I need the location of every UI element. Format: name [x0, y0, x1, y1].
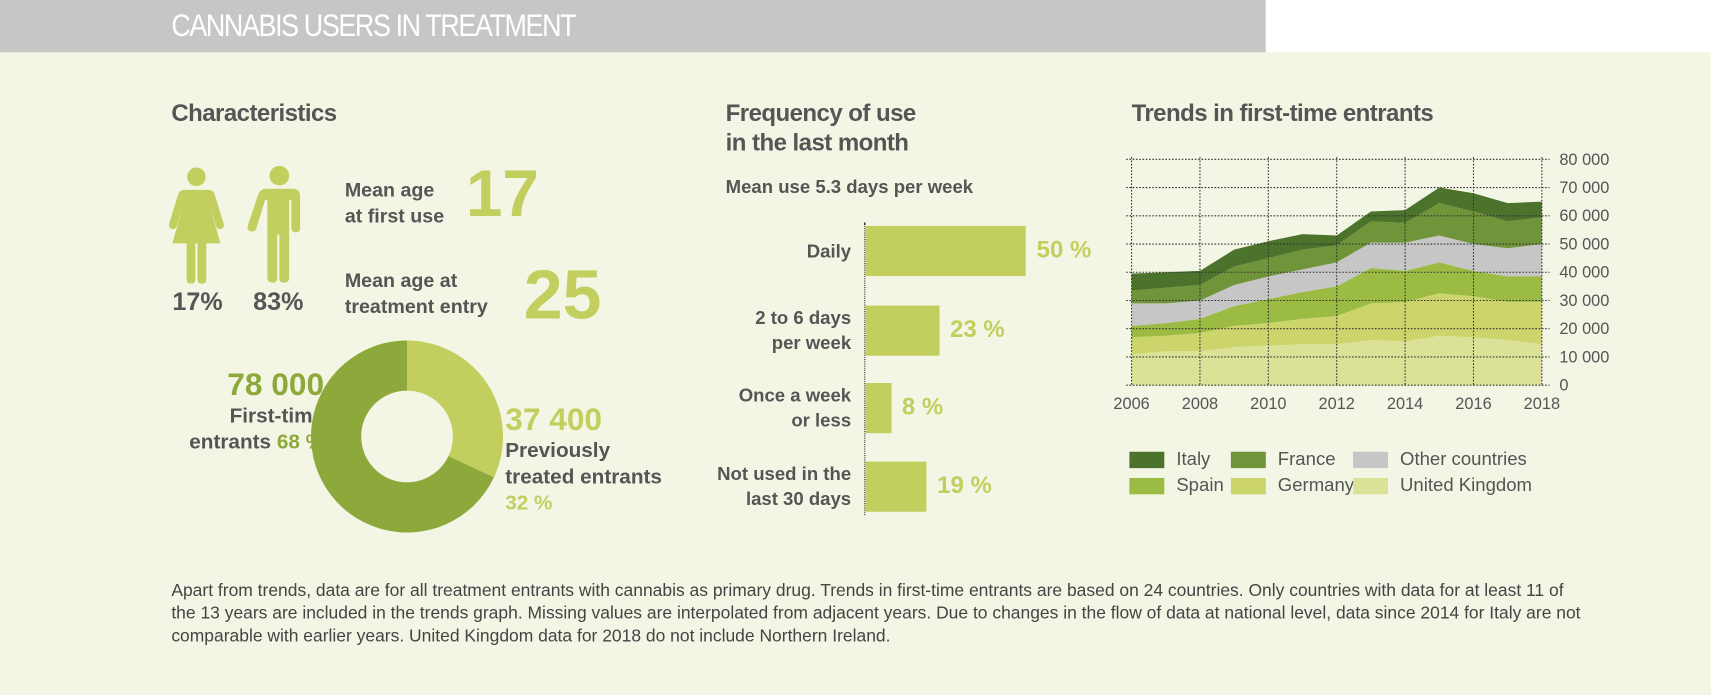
header-bar: [0, 0, 1266, 53]
frequency-bar: [865, 461, 927, 512]
frequency-category-line: per week: [771, 332, 852, 354]
first-use-label: Mean age at first use: [345, 177, 444, 229]
frequency-category-line: Not used in the: [717, 463, 852, 485]
area-spain: [1131, 262, 1542, 338]
donut-slice-first-time: [310, 340, 494, 533]
frequency-bar-value: 8 %: [901, 392, 944, 421]
frequency-subtitle: Mean use 5.3 days per week: [725, 176, 974, 198]
legend-swatch: [1129, 477, 1165, 495]
y-tick-label: 40 000: [1559, 264, 1609, 282]
x-tick-label: 2008: [1182, 395, 1218, 413]
y-tick-label: 30 000: [1559, 292, 1609, 310]
x-tick-label: 2010: [1250, 395, 1286, 413]
area-germany: [1131, 293, 1542, 355]
previously-label1: Previously: [505, 439, 611, 463]
frequency-category-label: Daily: [677, 238, 852, 263]
frequency-category-label: Once a week or less: [677, 383, 852, 433]
frequency-bar: [865, 383, 891, 434]
legend-swatch: [1353, 477, 1389, 495]
treatment-label-line1: Mean age at: [344, 269, 458, 292]
legend-swatch: [1353, 451, 1389, 469]
y-tick-label: 50 000: [1559, 235, 1609, 253]
y-tick-label: 20 000: [1559, 320, 1609, 338]
x-tick-label: 2016: [1455, 395, 1491, 413]
frequency-bar-value: 19 %: [937, 471, 992, 499]
frequency-category-line: Once a week: [738, 385, 852, 406]
frequency-axis: [864, 222, 866, 516]
frequency-category-line: Daily: [806, 240, 852, 262]
y-tick-label: 60 000: [1559, 207, 1609, 225]
previously-count: 37 400: [505, 402, 603, 438]
trends-chart: 0 10 000 20 000 30 000 40 000 50 000 60 000 70 …: [1113, 151, 1609, 413]
male-icon: [247, 165, 301, 283]
male-percentage: 83%: [253, 286, 304, 316]
first-use-age: 17: [465, 157, 539, 231]
treatment-entry-age: 25: [523, 255, 602, 334]
footnote: Apart from trends, data are for all trea…: [171, 581, 1581, 646]
legend-label: Germany: [1277, 474, 1355, 496]
characteristics-title: Characteristics: [171, 99, 337, 127]
x-tick-label: 2006: [1113, 395, 1149, 413]
x-tick-label: 2012: [1319, 395, 1355, 413]
treatment-label-line2: treatment entry: [344, 295, 488, 318]
y-tick-label: 10 000: [1559, 348, 1609, 366]
frequency-category-line: last 30 days: [745, 488, 852, 510]
frequency-bar-value: 50 %: [1036, 235, 1092, 263]
legend-swatch: [1230, 451, 1266, 469]
legend-label: France: [1277, 448, 1336, 470]
donut-slice-previously: [407, 340, 504, 478]
x-tick-label: 2018: [1524, 395, 1560, 413]
frequency-category-line: or less: [791, 410, 852, 432]
header-blank: [1265, 0, 1711, 53]
previously-pct: 32 %: [505, 492, 553, 516]
legend-swatch: [1129, 451, 1165, 469]
legend-label: Italy: [1176, 448, 1211, 470]
frequency-category-label: 2 to 6 days per week: [677, 306, 852, 356]
y-tick-label: 80 000: [1559, 151, 1609, 169]
previously-label2: treated entrants: [505, 465, 662, 489]
first-use-label-line1: Mean age: [344, 178, 435, 201]
treatment-entry-label: Mean age at treatment entry: [345, 267, 488, 319]
entrants-donut: [310, 340, 504, 533]
frequency-bar: [865, 305, 940, 356]
legend-label: United Kingdom: [1400, 474, 1533, 496]
area-other-countries: [1131, 235, 1542, 326]
page-title: CANNABIS USERS IN TREATMENT: [171, 8, 576, 44]
first-time-label2: entrants: [189, 431, 272, 454]
legend-label: Other countries: [1400, 448, 1527, 470]
frequency-title: Frequency of use in the last month: [725, 98, 917, 157]
frequency-bar-value: 23 %: [950, 315, 1005, 343]
frequency-bar: [865, 225, 1026, 277]
first-time-count: 78 000: [227, 367, 325, 403]
female-icon: [169, 167, 224, 284]
trends-title: Trends in first-time entrants: [1131, 99, 1434, 127]
y-tick-label: 0: [1559, 377, 1568, 395]
legend-label: Spain: [1176, 474, 1224, 496]
gender-figures: [169, 165, 301, 284]
frequency-category-line: 2 to 6 days: [755, 307, 852, 329]
first-time-label1: First-time: [229, 404, 325, 428]
frequency-title-line2: in the last month: [725, 128, 909, 157]
y-tick-label: 70 000: [1559, 179, 1609, 197]
frequency-title-line1: Frequency of use: [725, 99, 917, 127]
x-tick-label: 2014: [1387, 395, 1423, 413]
frequency-category-label: Not used in the last 30 days: [677, 462, 852, 512]
first-use-label-line2: at first use: [344, 205, 445, 227]
legend-swatch: [1230, 477, 1266, 495]
female-percentage: 17%: [172, 286, 223, 316]
